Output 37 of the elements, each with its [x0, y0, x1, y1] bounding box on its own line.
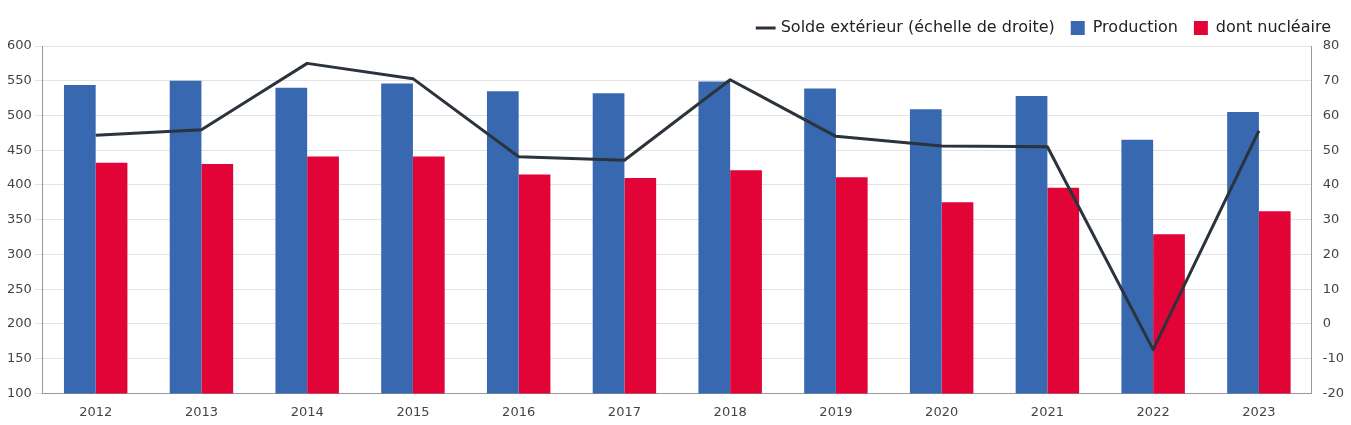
x-tick-label: 2022 [1136, 403, 1170, 419]
y2-tick-label: -20 [1322, 384, 1344, 400]
y-tick-label: 350 [6, 211, 32, 227]
x-tick-label: 2013 [184, 403, 218, 419]
x-tick-label: 2012 [79, 403, 113, 419]
y2-tick-label: 70 [1322, 72, 1340, 88]
x-tick-label: 2023 [1242, 403, 1276, 419]
x-tick-label: 2014 [290, 403, 324, 419]
x-tick-label: 2016 [502, 403, 536, 419]
y2-tick-label: 40 [1322, 176, 1340, 192]
legend-label: Production [1092, 17, 1178, 37]
y-tick-label: 600 [6, 37, 32, 53]
y2-tick-label: 60 [1322, 106, 1340, 122]
y2-tick-label: 50 [1322, 141, 1340, 157]
y-tick-label: 300 [6, 245, 32, 261]
y2-tick-label: -10 [1322, 350, 1344, 366]
y-tick-label: 200 [6, 315, 32, 331]
y-tick-label: 100 [6, 384, 32, 400]
y2-tick-label: 20 [1322, 245, 1340, 261]
y2-tick-label: 10 [1322, 280, 1340, 296]
y2-tick-label: 0 [1322, 315, 1332, 331]
x-tick-label: 2019 [819, 403, 853, 419]
y-tick-label: 450 [6, 141, 32, 157]
x-tick-label: 2020 [925, 403, 959, 419]
y-tick-label: 500 [6, 106, 32, 122]
y2-tick-label: 30 [1322, 211, 1340, 227]
y2-tick-label: 80 [1322, 37, 1340, 53]
y-tick-label: 550 [6, 72, 32, 88]
y-tick-label: 400 [6, 176, 32, 192]
y-tick-label: 150 [6, 350, 32, 366]
y-tick-label: 250 [6, 280, 32, 296]
x-tick-label: 2015 [396, 403, 430, 419]
legend-label: dont nucléaire [1215, 17, 1332, 37]
x-tick-label: 2021 [1030, 403, 1064, 419]
legend-label: Solde extérieur (échelle de droite) [780, 17, 1055, 37]
x-tick-label: 2017 [607, 403, 641, 419]
x-tick-label: 2018 [713, 403, 747, 419]
